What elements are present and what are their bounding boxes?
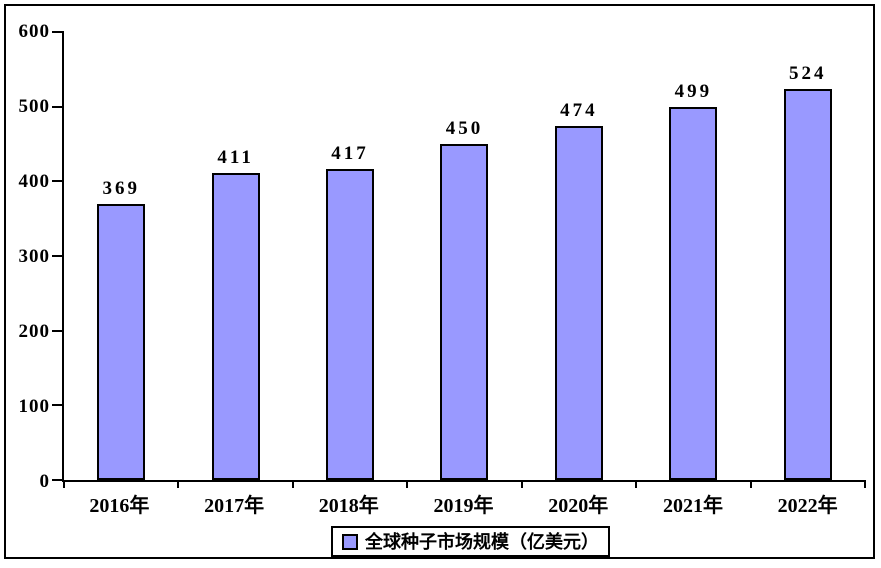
bar-group: 417 <box>293 32 407 480</box>
y-axis-labels: 0 100 200 300 400 500 600 <box>0 21 52 492</box>
y-tick-label: 100 <box>18 396 50 417</box>
y-tick <box>52 329 64 332</box>
bar-group: 450 <box>407 32 521 480</box>
y-tick-label: 400 <box>18 170 50 192</box>
y-tick-label: 300 <box>18 246 50 267</box>
bar-value-label: 450 <box>445 118 484 139</box>
bar-group: 499 <box>636 32 750 480</box>
y-tick-label: 0 <box>39 471 50 492</box>
x-category-label: 2020年 <box>548 495 609 517</box>
bar-value-label: 411 <box>217 147 254 169</box>
x-category-label: 2017年 <box>204 495 265 517</box>
bar <box>783 88 832 480</box>
y-tick <box>52 180 64 183</box>
x-tick <box>864 480 866 488</box>
bar-value-label: 369 <box>102 178 140 200</box>
x-tick <box>635 480 638 488</box>
y-tick <box>52 404 64 407</box>
y-tick <box>52 255 64 257</box>
bar-group: 524 <box>751 32 865 480</box>
bar-value-label: 417 <box>331 142 369 164</box>
bar <box>554 126 603 480</box>
bar-value-label: 524 <box>788 62 827 84</box>
legend-series-label: 全球种子市场规模（亿美元） <box>365 531 599 552</box>
y-tick-label: 600 <box>18 21 50 42</box>
x-category-label: 2022年 <box>777 495 838 517</box>
x-tick <box>520 480 523 488</box>
x-category-label: 2016年 <box>89 495 150 517</box>
x-tick <box>63 480 65 488</box>
y-tick <box>52 31 64 33</box>
x-tick <box>406 480 409 488</box>
bar-series: 369 411 417 450 474 499 524 <box>64 32 865 480</box>
bar-value-label: 499 <box>674 81 713 103</box>
legend-series-marker-icon <box>342 533 358 550</box>
x-axis-labels: 2016年 2017年 2018年 2019年 2020年 2021年 2022年 <box>62 489 865 518</box>
bar <box>326 168 375 480</box>
bar-group: 474 <box>522 32 636 480</box>
x-category-label: 2018年 <box>318 495 379 517</box>
x-tick <box>291 480 294 488</box>
y-tick <box>52 479 64 481</box>
y-tick-label: 200 <box>18 320 50 342</box>
y-tick-label: 500 <box>18 95 50 117</box>
x-category-label: 2019年 <box>433 495 494 517</box>
bar <box>669 107 718 480</box>
bar-group: 369 <box>64 32 178 480</box>
chart-outer-border <box>4 4 875 559</box>
x-category-label: 2021年 <box>662 495 723 517</box>
bar <box>97 204 146 480</box>
bar <box>211 173 260 480</box>
x-tick <box>749 480 752 488</box>
x-tick <box>177 480 180 488</box>
bar-group: 411 <box>178 32 292 480</box>
legend-box: 全球种子市场规模（亿美元） <box>331 526 610 557</box>
bar-value-label: 474 <box>560 100 598 122</box>
plot-area: 369 411 417 450 474 499 524 <box>52 31 866 488</box>
bar <box>440 144 489 480</box>
y-tick <box>52 105 64 108</box>
